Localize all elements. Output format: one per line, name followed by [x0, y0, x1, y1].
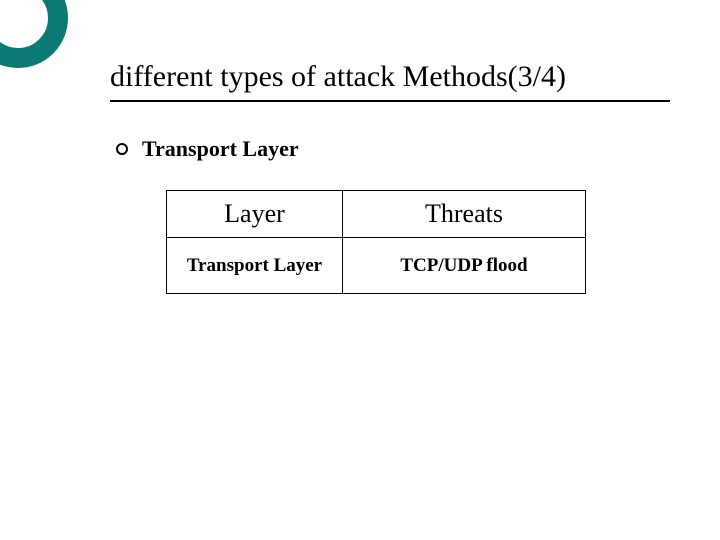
- table-header-layer: Layer: [167, 191, 343, 238]
- cell-layer: Transport Layer: [167, 238, 343, 294]
- cell-threats: TCP/UDP flood: [342, 238, 585, 294]
- table-header-threats: Threats: [342, 191, 585, 238]
- slide-title: different types of attack Methods(3/4): [110, 60, 670, 102]
- table-header-row: Layer Threats: [167, 191, 586, 238]
- bullet-item: Transport Layer: [116, 136, 670, 162]
- bullet-text: Transport Layer: [142, 136, 299, 162]
- threats-table: Layer Threats Transport Layer TCP/UDP fl…: [166, 190, 586, 294]
- table-row: Transport Layer TCP/UDP flood: [167, 238, 586, 294]
- bullet-marker-icon: [116, 143, 128, 155]
- corner-decor-circle: [0, 0, 68, 68]
- slide-content: different types of attack Methods(3/4) T…: [110, 60, 670, 294]
